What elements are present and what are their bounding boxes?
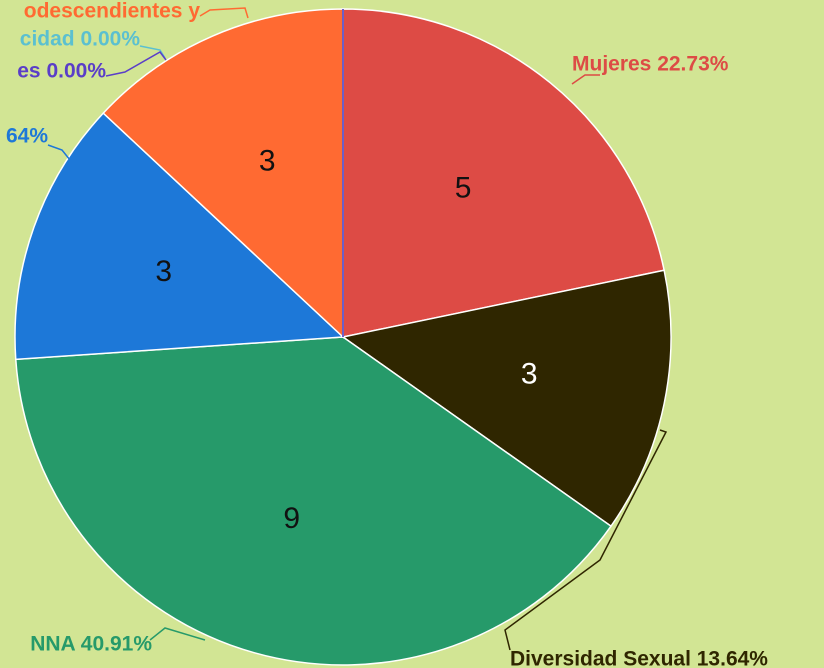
labels: 5 Mujeres 22.73% 3 Diversidad Sexual 13.64%…	[6, 0, 768, 668]
slice-category-label: odescendientes y	[24, 0, 201, 23]
slice-value-label: 5	[455, 171, 472, 204]
slice-value-label: 3	[155, 255, 172, 288]
slice-value-label: 9	[283, 502, 300, 535]
slice-category-label: 64%	[6, 125, 48, 148]
leader-line	[571, 74, 600, 85]
slice-value-label: 3	[259, 144, 276, 177]
pie-slice	[341, 269, 672, 528]
leader-line	[47, 144, 71, 161]
leaders	[47, 7, 668, 651]
pie-slice	[14, 112, 345, 361]
slice-value-label: 3	[521, 358, 538, 391]
slice-category-label: es 0.00%	[17, 60, 106, 83]
leader-line	[149, 627, 206, 641]
slice-category-label: cidad 0.00%	[20, 28, 141, 51]
leader-line	[105, 51, 167, 77]
leader-line	[199, 7, 249, 19]
leader-line	[504, 429, 668, 651]
pie-slice	[102, 8, 344, 339]
slices	[14, 8, 672, 666]
pie-slice	[14, 336, 613, 666]
slice-category-label: NNA 40.91%	[30, 633, 152, 656]
pie-slice	[342, 8, 666, 338]
slice-category-label: Mujeres 22.73%	[572, 53, 729, 76]
slice-category-label: Diversidad Sexual 13.64%	[510, 648, 768, 668]
